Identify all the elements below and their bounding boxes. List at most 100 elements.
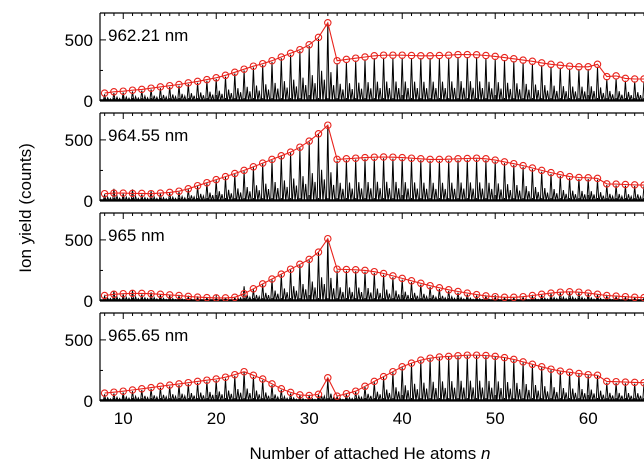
envelope-point (379, 51, 388, 59)
envelope-point (351, 54, 360, 62)
envelope-point (500, 353, 509, 362)
y-tick-label: 0 (84, 192, 93, 211)
x-tick-label: 10 (114, 409, 133, 428)
envelope-point (472, 290, 481, 299)
envelope-point (286, 148, 295, 156)
envelope-point (277, 53, 286, 61)
envelope-point (426, 354, 434, 362)
envelope-point (621, 292, 630, 301)
envelope-point (100, 189, 109, 198)
envelope-point (417, 279, 425, 288)
envelope-point (231, 293, 239, 301)
envelope-point (184, 378, 193, 387)
envelope-point (175, 291, 183, 300)
envelope-point (435, 51, 444, 60)
envelope-point (510, 55, 518, 63)
envelope-point (296, 260, 304, 269)
envelope-point (119, 387, 127, 395)
envelope-point (333, 155, 341, 164)
envelope-point (249, 285, 258, 293)
envelope-point (156, 382, 165, 391)
envelope-point (407, 51, 416, 60)
envelope-point (556, 367, 565, 375)
envelope-point (203, 293, 211, 301)
envelope-point (603, 377, 611, 386)
envelope-point (128, 289, 137, 298)
x-axis-title-variable: n (481, 444, 490, 463)
envelope-point (584, 289, 592, 297)
envelope-point (482, 51, 490, 60)
envelope-point (258, 375, 267, 383)
envelope-point (221, 294, 230, 301)
envelope-point (630, 75, 639, 83)
envelope-point (361, 266, 369, 275)
envelope-point (240, 367, 248, 376)
x-axis: 10 20 30 40 50 60 (114, 409, 598, 428)
envelope-point (212, 375, 220, 383)
envelope-point (435, 155, 444, 164)
envelope-point (454, 50, 462, 59)
y-tick-label: 500 (65, 231, 93, 250)
envelope-point (510, 355, 518, 364)
envelope-point (342, 265, 351, 274)
envelope-point (630, 378, 639, 387)
envelope-point (575, 369, 583, 378)
envelope-point (528, 164, 537, 172)
envelope-point (165, 291, 174, 299)
panel-label: 964.55 nm (108, 126, 188, 145)
envelope-point (398, 363, 406, 371)
envelope-point (444, 352, 453, 361)
envelope-point (268, 56, 276, 65)
envelope-point (472, 154, 481, 162)
envelope-point (593, 60, 602, 69)
envelope-point (575, 173, 583, 182)
envelope-point (342, 55, 351, 64)
envelope-point (351, 154, 360, 162)
envelope-point (203, 75, 211, 84)
envelope-point (100, 291, 109, 300)
envelope-point (417, 356, 425, 364)
x-tick-label: 20 (207, 409, 226, 428)
envelope-point (240, 289, 248, 298)
envelope-point (249, 62, 258, 70)
envelope-point (193, 377, 202, 386)
envelope-point (612, 72, 620, 80)
envelope-point (110, 290, 118, 299)
envelope-point (389, 367, 397, 376)
envelope-point (184, 79, 193, 87)
envelope-point (500, 158, 509, 166)
envelope-point (249, 163, 258, 171)
envelope-point (231, 169, 239, 178)
panel-2: 0 500 964.55 nm (65, 112, 644, 211)
spectrum-line (102, 125, 644, 201)
envelope-point (305, 391, 313, 400)
envelope-point (305, 41, 313, 49)
y-tick-label: 500 (65, 31, 93, 50)
envelope-point (138, 289, 146, 298)
envelope-point (407, 359, 416, 367)
envelope-point (324, 374, 332, 382)
envelope-point (221, 71, 230, 80)
envelope-point (389, 153, 397, 161)
y-tick-label: 0 (84, 292, 93, 311)
envelope-point (603, 72, 611, 81)
envelope-point (398, 274, 406, 283)
envelope-point (575, 288, 583, 296)
envelope-point (110, 388, 118, 396)
envelope-point (286, 49, 295, 58)
y-tick-label: 500 (65, 331, 93, 350)
spectrum-line (102, 23, 644, 101)
envelope-point (463, 50, 472, 59)
envelope-point (612, 180, 620, 188)
envelope-point (128, 189, 137, 198)
envelope-point (491, 292, 499, 301)
envelope-point (556, 170, 565, 179)
envelope-point (165, 188, 174, 197)
envelope-point (296, 391, 304, 399)
x-tick-label: 40 (393, 409, 412, 428)
envelope-point (370, 153, 379, 161)
envelope-point (212, 175, 220, 184)
envelope-point (324, 234, 332, 243)
envelope-point (417, 52, 425, 60)
envelope-point (472, 351, 481, 359)
